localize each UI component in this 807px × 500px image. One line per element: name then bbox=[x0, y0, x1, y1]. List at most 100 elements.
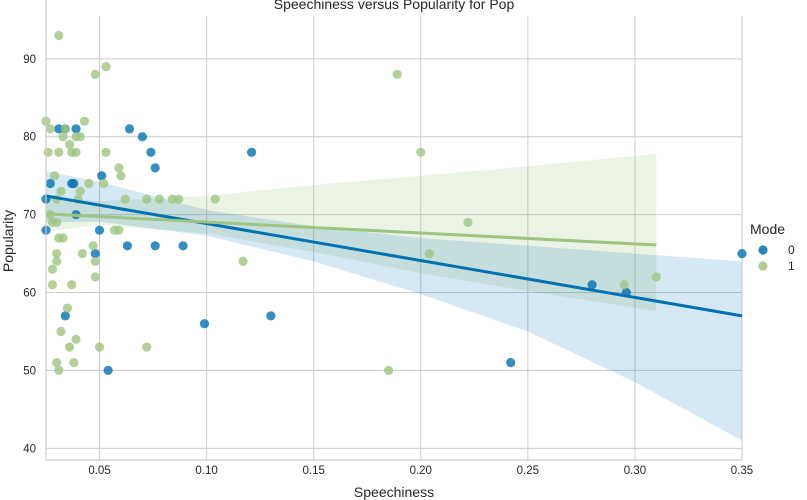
point-mode-1 bbox=[142, 194, 152, 204]
point-mode-1 bbox=[463, 217, 473, 227]
legend: Mode 0 1 bbox=[750, 221, 795, 273]
point-mode-1 bbox=[50, 171, 60, 181]
point-mode-0 bbox=[199, 319, 210, 329]
point-mode-1 bbox=[60, 124, 70, 134]
point-mode-0 bbox=[506, 358, 516, 368]
point-mode-0 bbox=[97, 171, 107, 181]
ci-band-mode-0 bbox=[46, 171, 742, 441]
point-mode-1 bbox=[52, 358, 62, 368]
point-mode-1 bbox=[58, 132, 68, 142]
point-mode-1 bbox=[65, 139, 75, 150]
y-tick-label: 60 bbox=[23, 288, 36, 300]
point-mode-1 bbox=[52, 256, 62, 266]
point-mode-1 bbox=[45, 124, 55, 134]
point-mode-0 bbox=[54, 124, 64, 134]
point-mode-0 bbox=[587, 280, 597, 290]
point-mode-1 bbox=[174, 194, 184, 204]
y-tick-label: 80 bbox=[23, 132, 36, 144]
point-mode-0 bbox=[150, 163, 160, 173]
point-mode-1 bbox=[52, 249, 62, 259]
point-mode-0 bbox=[178, 241, 188, 251]
point-mode-1 bbox=[58, 233, 68, 243]
point-mode-1 bbox=[88, 241, 98, 251]
axes bbox=[45, 0, 742, 461]
point-mode-0 bbox=[69, 178, 79, 189]
point-mode-0 bbox=[71, 124, 81, 134]
point-mode-1 bbox=[90, 69, 100, 79]
point-mode-1 bbox=[424, 249, 434, 259]
point-mode-1 bbox=[90, 272, 100, 282]
point-mode-1 bbox=[392, 69, 402, 79]
ci-band-mode-1 bbox=[46, 153, 657, 312]
x-tick-label: 0.05 bbox=[88, 465, 110, 477]
point-mode-1 bbox=[619, 280, 629, 290]
point-mode-0 bbox=[247, 147, 257, 157]
point-mode-1 bbox=[94, 342, 105, 352]
point-mode-1 bbox=[167, 194, 177, 204]
confidence-bands bbox=[46, 153, 742, 441]
x-tick-label: 0.30 bbox=[624, 465, 646, 477]
point-mode-1 bbox=[99, 178, 109, 189]
point-mode-0 bbox=[266, 311, 276, 321]
point-mode-1 bbox=[90, 256, 100, 266]
point-mode-0 bbox=[60, 311, 70, 321]
point-mode-1 bbox=[56, 186, 66, 196]
point-mode-1 bbox=[65, 342, 75, 352]
point-mode-0 bbox=[122, 241, 132, 251]
y-tick-label: 50 bbox=[23, 365, 36, 377]
point-mode-1 bbox=[651, 272, 661, 282]
legend-marker-mode-1 bbox=[758, 261, 768, 271]
point-mode-1 bbox=[384, 365, 394, 375]
regression-line-mode-1 bbox=[45, 212, 657, 247]
point-mode-1 bbox=[79, 116, 90, 126]
legend-label-mode-0: 0 bbox=[788, 243, 795, 257]
point-mode-1 bbox=[54, 30, 64, 41]
point-mode-1 bbox=[120, 194, 130, 204]
regression-line-mode-0 bbox=[45, 194, 743, 318]
x-tick-label: 0.25 bbox=[517, 465, 539, 477]
point-mode-1 bbox=[43, 147, 53, 157]
y-axis-label: Popularity bbox=[0, 210, 16, 272]
point-mode-1 bbox=[101, 62, 111, 72]
point-mode-0 bbox=[737, 249, 747, 259]
x-tick-label: 0.35 bbox=[731, 465, 753, 477]
point-mode-1 bbox=[47, 264, 58, 274]
legend-title: Mode bbox=[750, 221, 785, 237]
tick-labels: 0.05 0.10 0.15 0.20 0.25 0.30 0.35 40 50 60 70 80 90 bbox=[23, 54, 753, 477]
legend-marker-mode-0 bbox=[758, 245, 768, 255]
chart-title: Speechiness versus Popularity for Pop bbox=[274, 0, 515, 12]
point-mode-1 bbox=[56, 326, 66, 337]
regression-lines bbox=[45, 194, 743, 318]
point-mode-0 bbox=[137, 132, 147, 142]
point-mode-1 bbox=[416, 147, 426, 157]
x-tick-label: 0.15 bbox=[302, 465, 324, 477]
point-mode-1 bbox=[142, 342, 152, 352]
point-mode-0 bbox=[94, 225, 105, 235]
point-mode-1 bbox=[101, 147, 111, 157]
point-mode-1 bbox=[75, 186, 85, 196]
y-tick-label: 40 bbox=[23, 443, 36, 455]
point-mode-1 bbox=[77, 249, 87, 259]
x-tick-label: 0.10 bbox=[195, 465, 217, 477]
point-mode-1 bbox=[54, 365, 64, 375]
point-mode-1 bbox=[54, 147, 64, 157]
y-tick-label: 90 bbox=[23, 54, 36, 66]
point-mode-1 bbox=[69, 358, 79, 368]
point-mode-1 bbox=[210, 194, 220, 204]
point-mode-1 bbox=[114, 225, 124, 235]
y-tick-label: 70 bbox=[23, 210, 36, 222]
point-mode-1 bbox=[116, 171, 126, 181]
legend-label-mode-1: 1 bbox=[788, 259, 795, 273]
point-mode-0 bbox=[90, 249, 100, 259]
point-mode-1 bbox=[71, 147, 81, 157]
point-mode-1 bbox=[75, 132, 85, 142]
point-mode-0 bbox=[124, 124, 135, 134]
point-mode-1 bbox=[47, 280, 58, 290]
point-mode-1 bbox=[154, 194, 165, 204]
point-mode-1 bbox=[238, 256, 248, 266]
x-tick-label: 0.20 bbox=[410, 465, 432, 477]
point-mode-1 bbox=[67, 280, 77, 290]
point-mode-1 bbox=[84, 178, 94, 189]
point-mode-1 bbox=[71, 334, 81, 344]
